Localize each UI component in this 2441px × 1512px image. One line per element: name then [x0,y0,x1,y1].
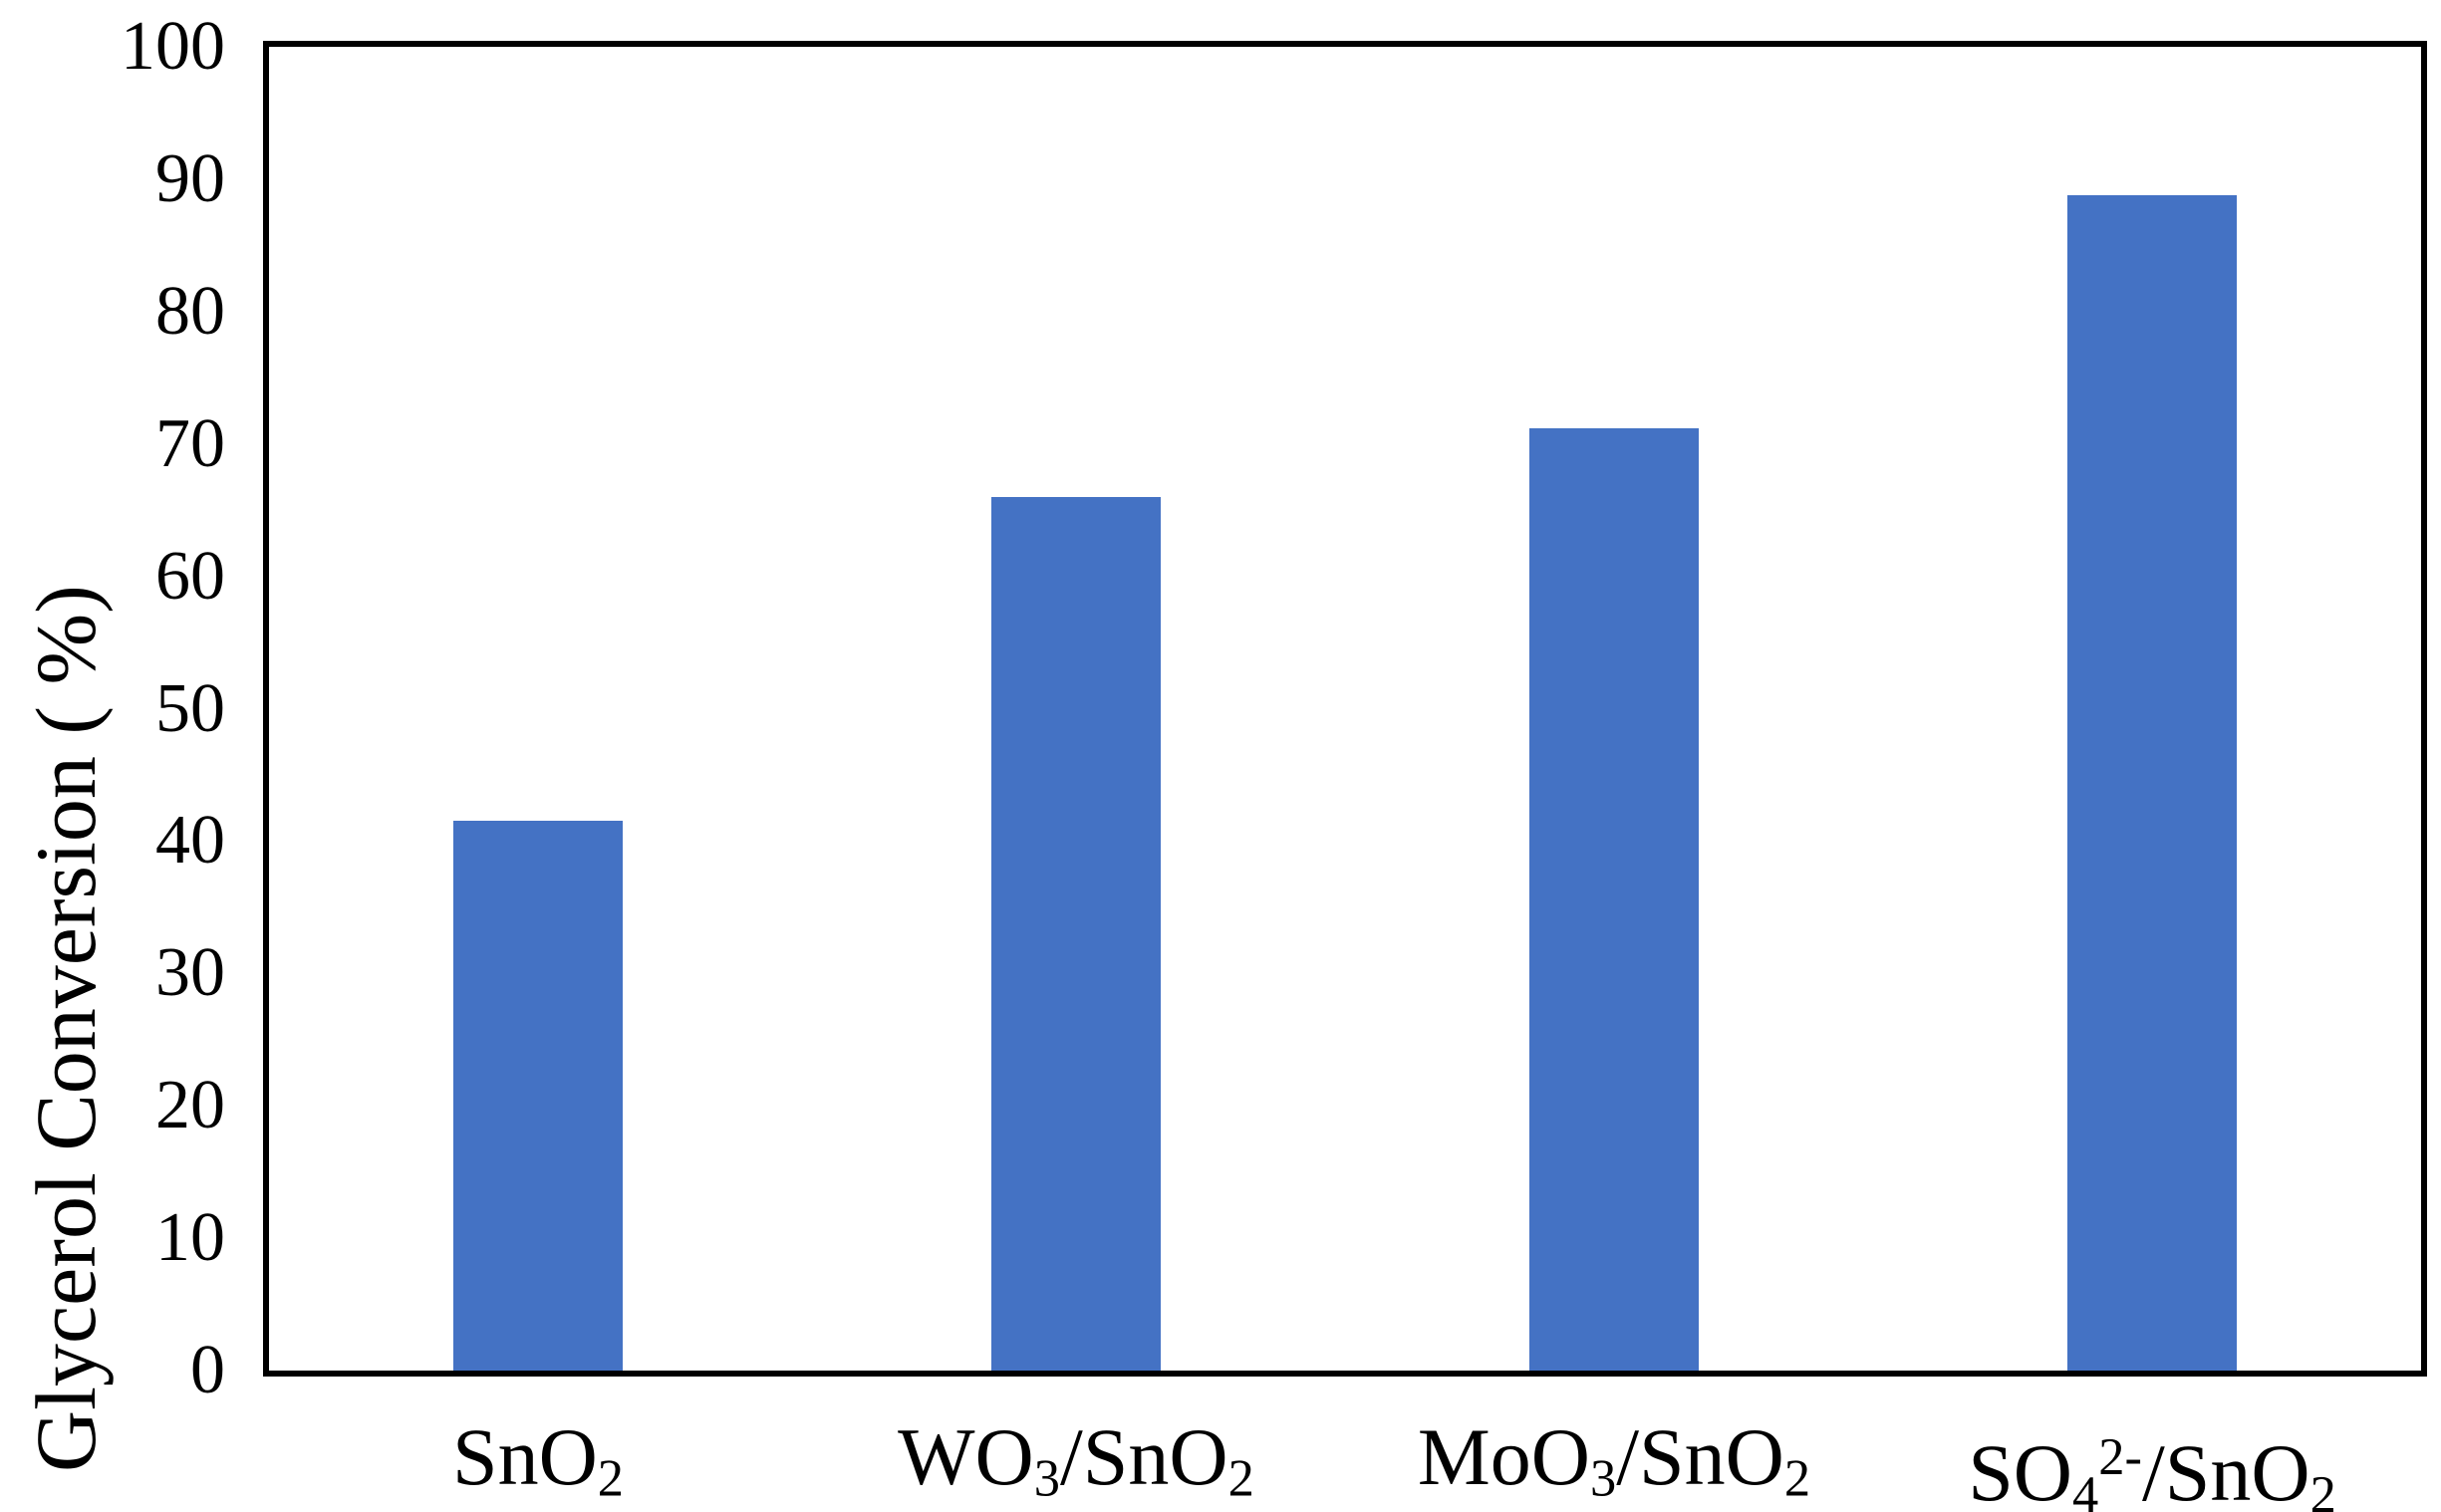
text-run: /SnO [1060,1411,1228,1502]
text-run: MoO [1417,1411,1591,1502]
bars-container [269,47,2421,1371]
subscript: 3 [1033,1449,1060,1508]
x-category-label-1: SnO2 [269,1402,807,1512]
subscript: 4 [2072,1465,2099,1512]
y-tick-label-50: 50 [155,669,225,747]
y-tick-label-90: 90 [155,139,225,217]
text-run: SO [1968,1427,2073,1512]
subscript: 2 [1227,1449,1254,1508]
y-tick-label-20: 20 [155,1067,225,1144]
text-run: /SnO [2141,1427,2310,1512]
subscript: 2 [2309,1465,2336,1512]
subscript: 3 [1590,1449,1617,1508]
y-tick-label-70: 70 [155,404,225,482]
bar-WO₃/SnO₂ [990,496,1162,1371]
x-category-label-3: MoO3/SnO2 [1345,1402,1883,1512]
y-tick-label-60: 60 [155,537,225,615]
text-run: /SnO [1616,1411,1784,1502]
subscript: 2 [597,1449,625,1508]
y-tick-label-30: 30 [155,934,225,1012]
x-category-label-4: SO42-/SnO2 [1883,1402,2421,1512]
y-tick-label-80: 80 [155,272,225,350]
x-category-label-2: WO3/SnO2 [807,1402,1345,1512]
y-axis-tick-labels: 0 10 20 30 40 50 60 70 80 90 100 [0,0,225,1512]
y-tick-label-40: 40 [155,802,225,880]
plot-area [263,41,2427,1377]
y-tick-label-0: 0 [190,1332,225,1408]
bar-MoO₃/SnO₂ [1528,427,1700,1371]
text-run: SnO [451,1411,598,1502]
bar-SO₄²⁻/SnO₂ [2066,194,2238,1371]
superscript: 2- [2098,1428,2142,1486]
y-tick-label-10: 10 [155,1199,225,1277]
y-tick-label-100: 100 [121,8,225,85]
subscript: 2 [1783,1449,1811,1508]
bar-SnO₂ [452,821,624,1371]
text-run: WO [898,1411,1034,1502]
